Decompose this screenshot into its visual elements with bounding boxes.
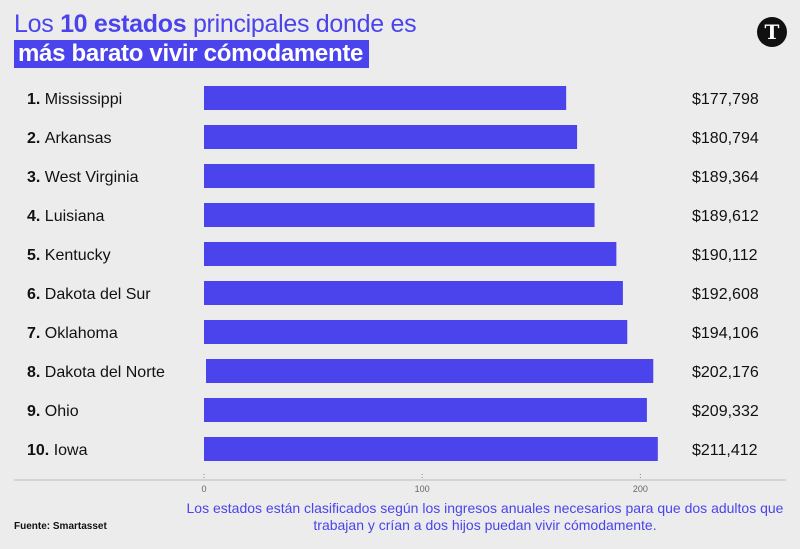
bar [204, 164, 595, 188]
bar [204, 398, 647, 422]
category-label: 6. Dakota del Sur [27, 286, 151, 303]
value-label: $194,106 [692, 325, 759, 342]
category-label: 2. Arkansas [27, 130, 112, 147]
state-name: Kentucky [45, 247, 111, 264]
value-label: $202,176 [692, 364, 759, 381]
category-label: 5. Kentucky [27, 247, 111, 264]
value-label: $192,608 [692, 286, 759, 303]
source-credit: Fuente: Smartasset [14, 521, 107, 532]
category-label: 8. Dakota del Norte [27, 364, 165, 381]
chart-title-line1: Los 10 estados principales donde es [14, 10, 417, 38]
value-label: $189,612 [692, 208, 759, 225]
bar [204, 125, 578, 149]
rank-number: 4. [27, 208, 45, 225]
value-label: $180,794 [692, 130, 759, 147]
bar [204, 320, 628, 344]
value-label: $209,332 [692, 403, 759, 420]
state-name: Arkansas [45, 130, 112, 147]
rank-number: 1. [27, 91, 45, 108]
publisher-logo: T [757, 17, 787, 47]
rank-number: 6. [27, 286, 45, 303]
state-name: Luisiana [45, 208, 105, 225]
rank-number: 7. [27, 325, 45, 342]
rank-number: 10. [27, 442, 54, 459]
state-name: Mississippi [45, 91, 122, 108]
category-label: 10. Iowa [27, 442, 88, 459]
category-label: 4. Luisiana [27, 208, 105, 225]
bar [204, 203, 595, 227]
bar [204, 281, 623, 305]
state-name: Ohio [45, 403, 79, 420]
rank-number: 2. [27, 130, 45, 147]
value-label: $177,798 [692, 91, 759, 108]
rank-number: 5. [27, 247, 45, 264]
bar [206, 359, 654, 383]
x-tick-label: 0 [201, 484, 206, 494]
x-tick-label: 200 [633, 484, 648, 494]
state-name: West Virginia [45, 169, 139, 186]
value-label: $189,364 [692, 169, 759, 186]
state-name: Dakota del Norte [45, 364, 165, 381]
value-label: $190,112 [692, 247, 758, 264]
chart-title-line2: más barato vivir cómodamente [14, 40, 370, 68]
bar [204, 242, 617, 266]
category-label: 3. West Virginia [27, 169, 139, 186]
rank-number: 8. [27, 364, 45, 381]
category-label: 1. Mississippi [27, 91, 122, 108]
category-label: 9. Ohio [27, 403, 79, 420]
bar [204, 437, 658, 461]
x-tick-label: 100 [415, 484, 430, 494]
state-name: Iowa [54, 442, 88, 459]
state-name: Dakota del Sur [45, 286, 152, 303]
value-label: $211,412 [692, 442, 758, 459]
footnote: Los estados están clasificados según los… [186, 500, 784, 533]
bar [204, 86, 567, 110]
category-label: 7. Oklahoma [27, 325, 118, 342]
rank-number: 3. [27, 169, 45, 186]
state-name: Oklahoma [45, 325, 118, 342]
rank-number: 9. [27, 403, 45, 420]
